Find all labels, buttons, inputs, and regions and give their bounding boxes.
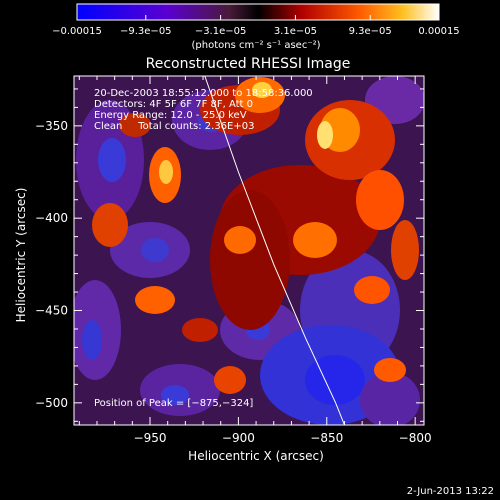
x-tick-label: −900 bbox=[222, 431, 255, 445]
colorbar-units: (photons cm⁻² s⁻¹ asec⁻²) bbox=[191, 40, 320, 51]
colorbar-ticks: −0.00015 −9.3e−05 −3.1e−05 3.1e−05 9.3e−05 0.… bbox=[52, 15, 460, 37]
x-tick-label: −850 bbox=[310, 431, 343, 445]
annotation-peak: Position of Peak = [−875,−324] bbox=[94, 398, 253, 409]
x-axis-ticks: −950 −900 −850 −800 bbox=[78, 76, 432, 445]
solar-limb-line bbox=[204, 76, 345, 425]
colorbar-tick-label: −9.3e−05 bbox=[120, 26, 172, 37]
x-tick-label: −800 bbox=[399, 431, 432, 445]
colorbar-tick-label: −0.00015 bbox=[52, 26, 102, 37]
heatmap-image bbox=[74, 76, 424, 425]
y-axis-label: Heliocentric Y (arcsec) bbox=[14, 188, 28, 323]
x-tick-label: −950 bbox=[134, 431, 167, 445]
y-axis-ticks: −500 −450 −400 −350 bbox=[35, 88, 424, 422]
y-tick-label: −450 bbox=[35, 304, 68, 318]
y-tick-label: −400 bbox=[35, 211, 68, 225]
chart-title: Reconstructed RHESSI Image bbox=[146, 56, 351, 72]
annotation-energy: Energy Range: 12.0 - 25.0 keV bbox=[94, 110, 247, 121]
colorbar bbox=[77, 4, 439, 20]
plot-frame bbox=[73, 75, 425, 426]
footer-date: 2-Jun-2013 13:22 bbox=[407, 486, 494, 497]
colorbar-tick-label: 3.1e−05 bbox=[274, 26, 317, 37]
colorbar-tick-label: 0.00015 bbox=[418, 26, 459, 37]
y-tick-label: −350 bbox=[35, 119, 68, 133]
colorbar-tick-label: 9.3e−05 bbox=[349, 26, 392, 37]
colorbar-frame bbox=[76, 3, 440, 21]
x-axis-label: Heliocentric X (arcsec) bbox=[188, 449, 324, 463]
y-tick-label: −500 bbox=[35, 396, 68, 410]
annotation-counts: Clean Total counts: 2.36E+03 bbox=[94, 121, 254, 132]
annotation-time: 20-Dec-2003 18:55:12.000 to 18:58:36.000 bbox=[94, 88, 313, 99]
colorbar-tick-label: −3.1e−05 bbox=[195, 26, 247, 37]
annotation-detectors: Detectors: 4F 5F 6F 7F 8F, Att 0 bbox=[94, 99, 253, 110]
